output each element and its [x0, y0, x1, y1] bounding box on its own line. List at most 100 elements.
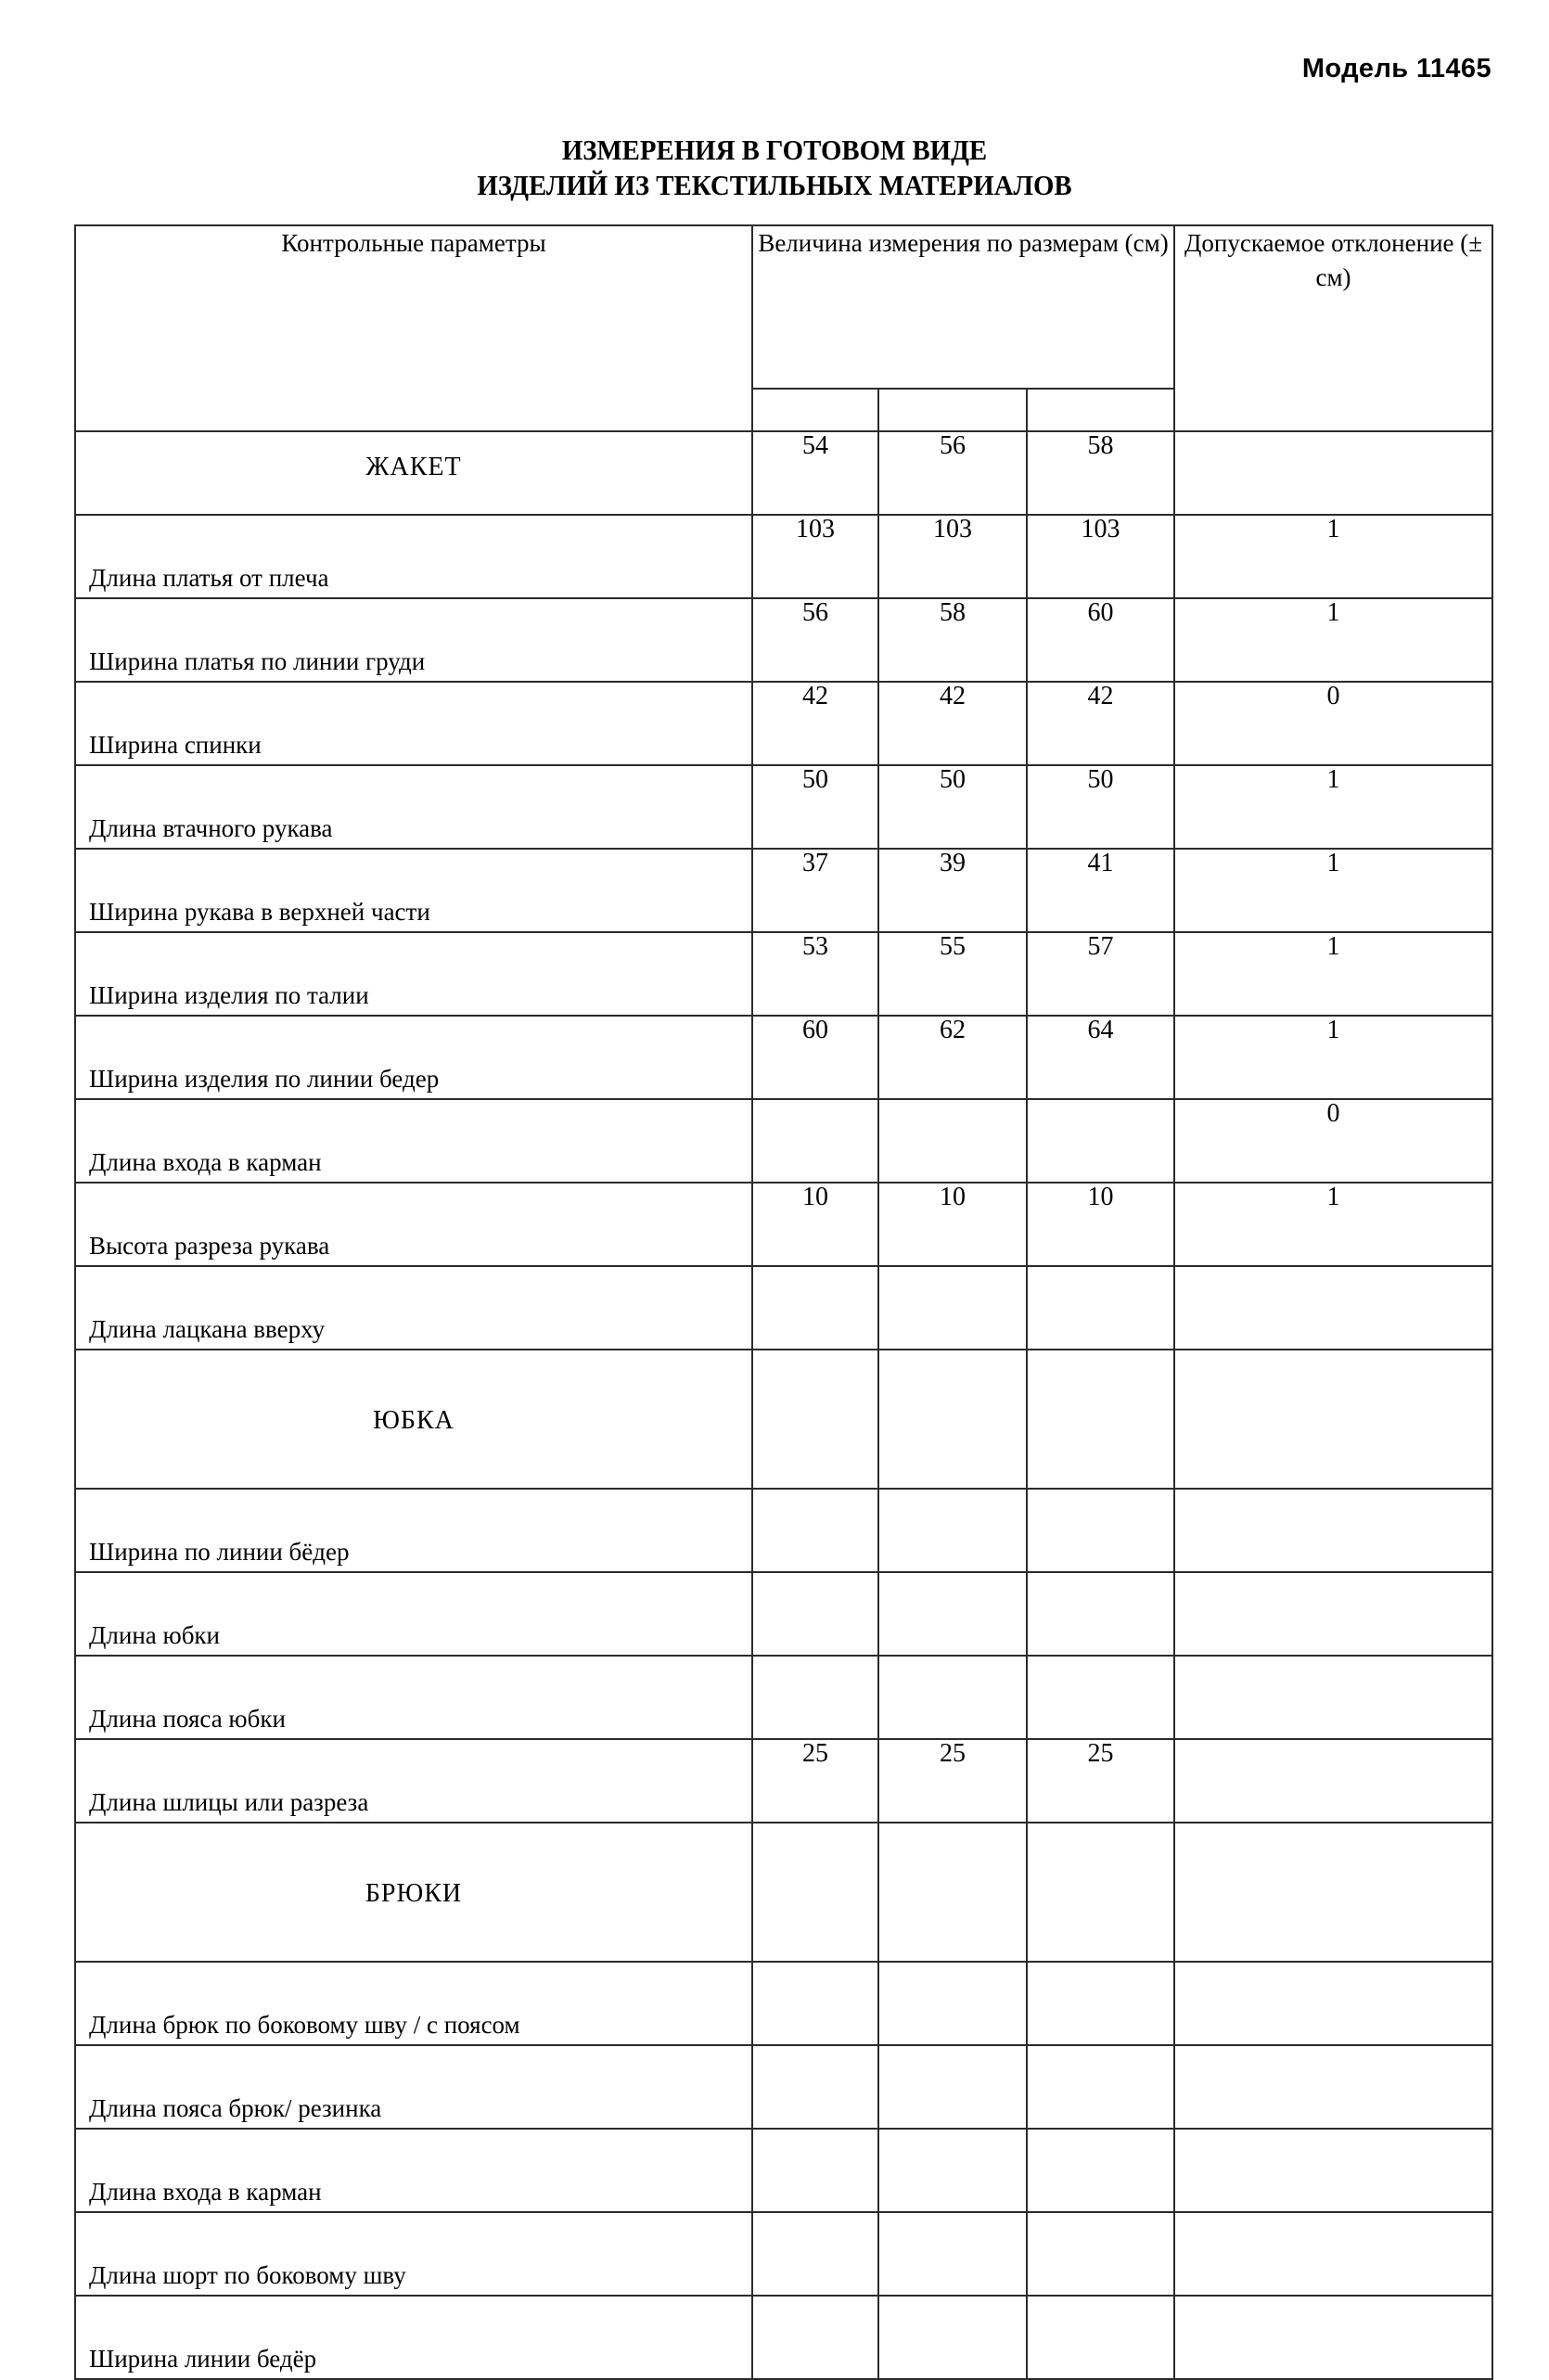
size-value-cell: 42 [751, 681, 879, 766]
parameter-label: Ширина спинки [89, 731, 262, 759]
size-value-cell [877, 2044, 1028, 2130]
tolerance-cell [1173, 1488, 1494, 1573]
size-value-cell: 42 [1025, 681, 1176, 766]
size-value-cell [1025, 1265, 1176, 1350]
size-value-cell [751, 1655, 879, 1740]
parameter-cell: Ширина по линии бёдер [74, 1488, 753, 1573]
size-value-cell: 50 [751, 764, 879, 850]
table-row: Длина брюк по боковому шву / с поясом [74, 1961, 1494, 2046]
table-row: БРЮКИ [74, 1822, 1494, 1963]
section-header-cell: БРЮКИ [74, 1822, 753, 1963]
tolerance-cell: 0 [1173, 1098, 1494, 1184]
size-value-cell: 25 [877, 1738, 1028, 1823]
size-value-cell: 25 [751, 1738, 879, 1823]
size-value-cell [877, 2295, 1028, 2380]
table-row: Ширина платья по линии груди 56 58 60 1 [74, 597, 1494, 683]
size-value-cell: 103 [751, 514, 879, 599]
tolerance-cell [1173, 430, 1494, 516]
header-tolerance-label: Допускаемое отклонение (± см) [1184, 229, 1483, 291]
size-value-cell [877, 1265, 1028, 1350]
size-value-cell [1025, 2128, 1176, 2213]
table-header-row: Контрольные параметры Величина измерения… [74, 224, 1494, 432]
size-value-cell [877, 2128, 1028, 2213]
size-value-cell [751, 2128, 879, 2213]
size-value-cell [751, 1822, 879, 1963]
size-value-cell: 37 [751, 848, 879, 933]
table-row: Длина пояса юбки [74, 1655, 1494, 1740]
header-parameters-label: Контрольные параметры [281, 229, 546, 257]
parameter-label: Длина пояса брюк/ резинка [89, 2094, 382, 2122]
size-value-cell [877, 1822, 1028, 1963]
size-value-cell: 54 [751, 430, 879, 516]
size-value-cell [877, 1571, 1028, 1657]
header-sizes: Величина измерения по размерам (см) [750, 224, 1176, 390]
subheader-size-3 [1025, 388, 1176, 432]
table-row: Ширина линии бедёр [74, 2295, 1494, 2380]
tolerance-cell: 0 [1173, 681, 1494, 766]
size-value-cell [1025, 1822, 1176, 1963]
parameter-label: Высота разреза рукава [89, 1232, 330, 1260]
tolerance-cell: 1 [1173, 848, 1494, 933]
size-value-cell [877, 1488, 1028, 1573]
size-value-cell: 60 [1025, 597, 1176, 683]
size-value-cell: 10 [751, 1182, 879, 1267]
size-value-cell: 64 [1025, 1015, 1176, 1100]
page-title-line-2: ИЗДЕЛИЙ ИЗ ТЕКСТИЛЬНЫХ МАТЕРИАЛОВ [477, 169, 1072, 201]
size-value-cell [877, 1349, 1028, 1490]
size-value-cell: 10 [877, 1182, 1028, 1267]
table-body: ЖАКЕТ 54 56 58 Длина платья от плеча 103 103 10… [74, 430, 1494, 2380]
parameter-label: Ширина по линии бёдер [89, 1538, 350, 1566]
table-row: Длина входа в карман [74, 2128, 1494, 2213]
parameter-label: Длина входа в карман [89, 2178, 322, 2206]
size-value-cell: 10 [1025, 1182, 1176, 1267]
parameter-label: Длина лацкана вверху [89, 1315, 326, 1343]
size-value-cell [1025, 1098, 1176, 1184]
size-value-cell [1025, 1961, 1176, 2046]
tolerance-cell [1173, 1655, 1494, 1740]
table-row: Длина входа в карман 0 [74, 1098, 1494, 1184]
parameter-cell: Длина втачного рукава [74, 764, 753, 850]
table-subheader-row [75, 388, 1492, 432]
parameter-label: Длина втачного рукава [89, 814, 333, 842]
parameter-label: Ширина линии бедёр [89, 2345, 317, 2373]
header-parameters: Контрольные параметры [74, 224, 753, 432]
size-value-cell [1025, 2044, 1176, 2130]
tolerance-cell [1173, 1961, 1494, 2046]
size-value-cell [1025, 1655, 1176, 1740]
size-value-cell [751, 1265, 879, 1350]
size-value-cell [877, 1098, 1028, 1184]
parameter-label: Длина пояса юбки [89, 1705, 286, 1733]
table-header: Контрольные параметры Величина измерения… [74, 224, 1494, 432]
size-value-cell: 42 [877, 681, 1028, 766]
model-number: Модель 11465 [1301, 54, 1491, 83]
size-value-cell: 62 [877, 1015, 1028, 1100]
tolerance-cell: 1 [1173, 764, 1494, 850]
size-value-cell [1025, 1349, 1176, 1490]
tolerance-cell [1173, 1822, 1494, 1963]
parameter-label: Ширина изделия по линии бедер [89, 1065, 440, 1093]
table-row: Длина шорт по боковому шву [74, 2211, 1494, 2297]
tolerance-cell [1173, 2128, 1494, 2213]
table-row: Длина пояса брюк/ резинка [74, 2044, 1494, 2130]
size-value-cell: 60 [751, 1015, 879, 1100]
parameter-label: Длина платья от плеча [89, 564, 329, 592]
parameter-cell: Длина шорт по боковому шву [74, 2211, 753, 2297]
size-value-cell [1025, 1488, 1176, 1573]
tolerance-cell [1173, 1349, 1494, 1490]
tolerance-cell: 1 [1173, 1182, 1494, 1267]
size-value-cell: 53 [751, 931, 879, 1017]
header-sizes-label: Величина измерения по размерам (см) [758, 229, 1169, 257]
size-value-cell: 103 [1025, 514, 1176, 599]
tolerance-cell: 1 [1173, 931, 1494, 1017]
tolerance-cell [1173, 2211, 1494, 2297]
parameter-label: Ширина рукава в верхней части [89, 898, 430, 926]
size-value-cell [751, 1098, 879, 1184]
table-row: ЮБКА [74, 1349, 1494, 1490]
parameter-cell: Длина входа в карман [74, 2128, 753, 2213]
table-row: Ширина изделия по линии бедер 60 62 64 1 [74, 1015, 1494, 1100]
size-value-cell [751, 1349, 879, 1490]
page-title-line-1: ИЗМЕРЕНИЯ В ГОТОВОМ ВИДЕ [561, 134, 988, 166]
table-row: Ширина спинки 42 42 42 0 [74, 681, 1494, 766]
parameter-cell: Длина брюк по боковому шву / с поясом [74, 1961, 753, 2046]
parameter-cell: Длина пояса юбки [74, 1655, 753, 1740]
